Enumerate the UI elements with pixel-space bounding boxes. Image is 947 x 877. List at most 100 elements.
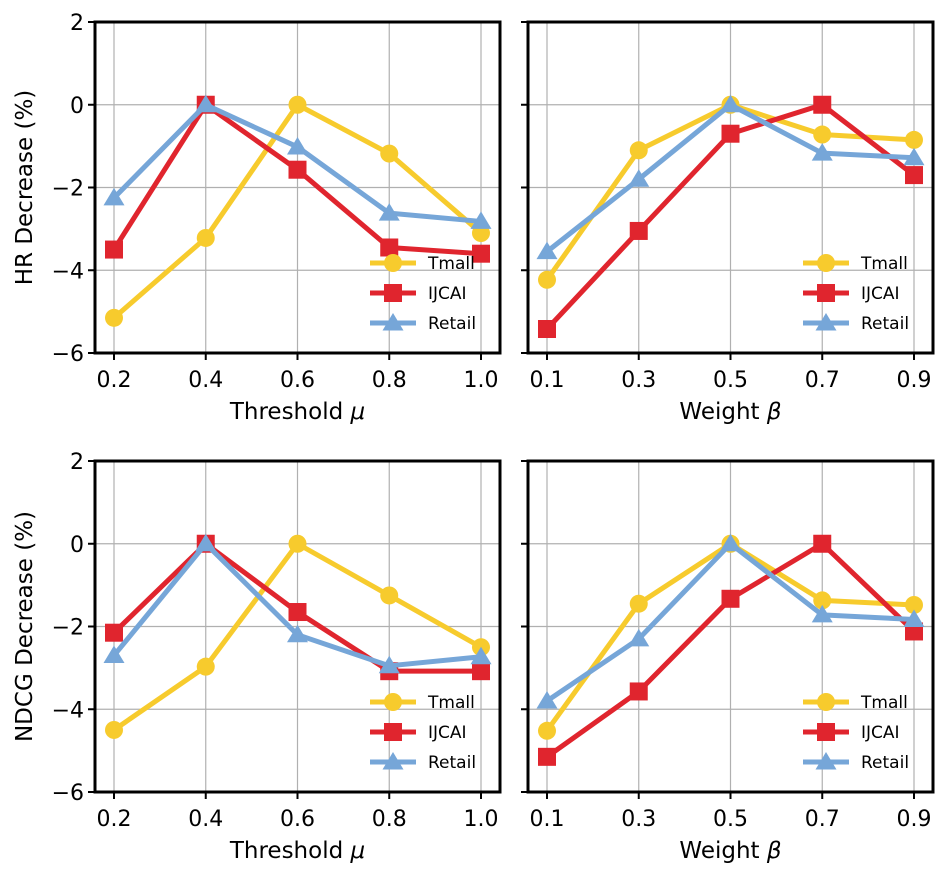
data-point-tmall <box>905 130 923 149</box>
data-point-ijcai <box>629 221 648 240</box>
x-axis-label: Weight β <box>679 838 781 864</box>
data-point-ijcai <box>538 747 556 766</box>
legend-marker <box>817 254 835 272</box>
x-tick-label: 0.5 <box>713 807 748 832</box>
data-point-ijcai <box>721 589 740 608</box>
x-tick-label: 0.2 <box>97 807 132 832</box>
x-tick-label: 0.3 <box>621 807 656 832</box>
y-tick-label: 2 <box>70 450 84 475</box>
legend-label: IJCAI <box>428 723 467 743</box>
data-point-retail <box>195 533 217 552</box>
legend-entry-ijcai: IJCAI <box>803 284 900 304</box>
data-point-tmall <box>288 95 307 114</box>
y-tick-label: −2 <box>52 616 84 641</box>
data-point-retail <box>378 655 400 674</box>
data-point-retail <box>628 169 650 187</box>
y-tick-label: 2 <box>70 11 84 36</box>
x-axis-label-text: Threshold <box>229 399 351 425</box>
data-point-retail <box>903 609 925 627</box>
legend-entry-tmall: Tmall <box>803 254 908 274</box>
legend-entry-ijcai: IJCAI <box>370 723 467 743</box>
legend-entry-retail: Retail <box>370 313 476 334</box>
data-point-retail <box>720 533 741 552</box>
legend-marker <box>382 313 404 331</box>
y-tick-label: −4 <box>52 259 84 284</box>
x-tick-label: 0.8 <box>372 368 407 393</box>
y-tick-label: 0 <box>70 94 84 119</box>
data-point-tmall <box>196 228 215 247</box>
data-point-ijcai <box>813 534 832 553</box>
x-tick-label: 0.4 <box>188 807 223 832</box>
x-axis-label-text: Weight <box>679 399 766 425</box>
x-tick-label: 0.6 <box>280 807 315 832</box>
legend-marker <box>382 752 404 770</box>
x-axis-label: Weight β <box>679 399 781 425</box>
legend-entry-tmall: Tmall <box>370 693 475 713</box>
legend-entry-retail: Retail <box>803 752 909 773</box>
x-axis-label-symbol: μ <box>350 838 366 864</box>
x-tick-label: 0.4 <box>188 368 223 393</box>
x-tick-label: 0.5 <box>713 368 748 393</box>
data-point-ijcai <box>538 320 556 339</box>
x-axis-label: Threshold μ <box>229 399 365 425</box>
legend-marker <box>817 284 835 302</box>
data-point-tmall <box>380 586 399 605</box>
data-point-retail <box>536 241 558 260</box>
x-tick-label: 0.2 <box>97 368 132 393</box>
x-tick-label: 1.0 <box>464 807 499 832</box>
x-tick-label: 1.0 <box>464 368 499 393</box>
x-tick-label: 0.9 <box>897 368 932 393</box>
data-point-ijcai <box>380 238 399 257</box>
data-point-ijcai <box>472 244 490 263</box>
data-point-ijcai <box>905 166 923 185</box>
data-point-tmall <box>196 657 215 676</box>
data-point-retail <box>103 187 125 206</box>
panel-ndcg-threshold: −6 −4 −2 0 2 0.2 0.4 0.6 0.8 1.0 Threshold μ NDCG D… <box>12 450 502 864</box>
panel-hr-threshold: −6 −4 −2 0 2 0.2 0.4 0.6 0.8 1.0 Threshold μ HR Dec… <box>12 11 502 425</box>
legend-label: Tmall <box>427 693 475 713</box>
data-point-tmall <box>905 595 923 614</box>
data-point-tmall <box>629 141 648 160</box>
data-point-ijcai <box>472 662 490 681</box>
legend-entry-retail: Retail <box>803 313 909 334</box>
legend-label: Retail <box>861 753 909 773</box>
data-point-retail <box>903 147 925 166</box>
data-point-tmall <box>629 594 648 613</box>
legend-label: Tmall <box>427 254 475 274</box>
legend-label: Tmall <box>860 693 908 713</box>
data-point-retail <box>811 143 833 161</box>
legend-label: Retail <box>861 314 909 334</box>
x-axis-label-text: Threshold <box>229 838 351 864</box>
legend-marker <box>815 313 837 331</box>
legend-label: IJCAI <box>428 284 467 304</box>
data-point-tmall <box>380 144 399 163</box>
legend-label: IJCAI <box>861 723 900 743</box>
data-point-retail <box>628 628 650 647</box>
x-axis-label: Threshold μ <box>229 838 365 864</box>
y-tick-label: −6 <box>52 342 84 367</box>
x-tick-label: 0.8 <box>372 807 407 832</box>
y-tick-label: 0 <box>70 533 84 558</box>
data-point-retail <box>811 604 833 623</box>
legend-marker <box>384 723 402 741</box>
data-point-ijcai <box>721 124 740 143</box>
x-axis-label-symbol: β <box>766 838 782 864</box>
legend-entry-ijcai: IJCAI <box>803 723 900 743</box>
data-point-ijcai <box>288 160 307 179</box>
legend-marker <box>384 254 402 272</box>
legend-entry-tmall: Tmall <box>803 693 908 713</box>
data-point-ijcai <box>288 603 307 622</box>
panel-ndcg-weight: 0.1 0.3 0.5 0.7 0.9 Weight β Tmall IJCAI Retail <box>521 459 935 864</box>
legend-label: Retail <box>428 753 476 773</box>
y-tick-label: −2 <box>52 177 84 202</box>
legend-label: Retail <box>428 314 476 334</box>
y-axis-label: NDCG Decrease (%) <box>12 511 38 742</box>
data-point-tmall <box>813 591 832 610</box>
x-axis-label-text: Weight <box>679 838 766 864</box>
data-point-tmall <box>813 125 832 144</box>
x-tick-label: 0.1 <box>530 368 565 393</box>
data-point-retail <box>287 624 308 643</box>
legend-marker <box>384 284 402 302</box>
data-point-tmall <box>105 308 123 327</box>
